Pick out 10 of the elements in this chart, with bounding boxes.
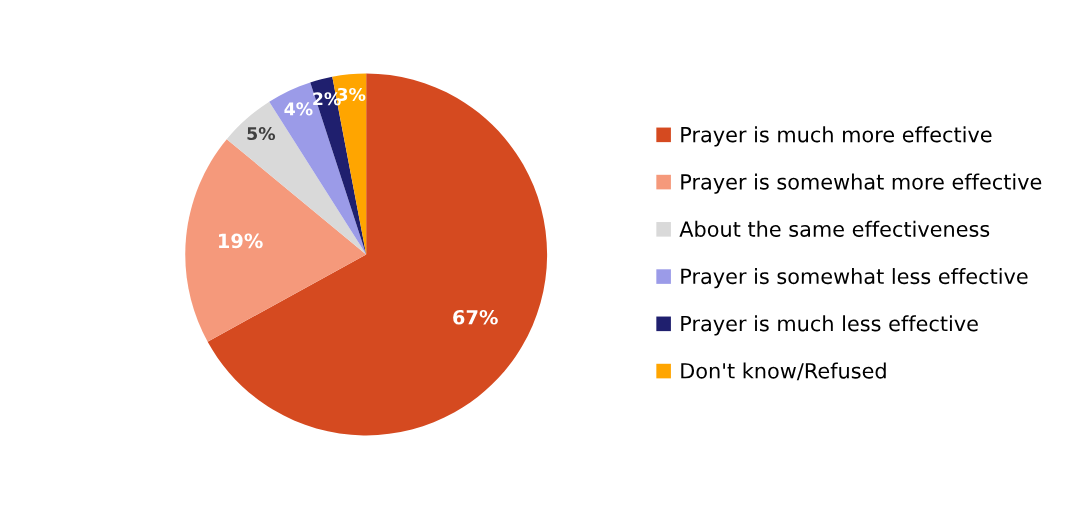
- data-label: 4%: [284, 102, 313, 116]
- legend-label: About the same effectiveness: [679, 220, 990, 237]
- legend-label: Prayer is much less effective: [681, 315, 978, 336]
- legend-label: Don't know/Refused: [681, 362, 886, 381]
- legend-label: Prayer is somewhat less effective: [681, 268, 1028, 289]
- data-label: 5%: [247, 126, 276, 141]
- legend-label: Prayer is somewhat more effective: [681, 173, 1042, 194]
- data-label: 67%: [453, 309, 498, 325]
- legend-label: Prayer is much more effective: [681, 126, 992, 147]
- data-label: 19%: [219, 233, 263, 249]
